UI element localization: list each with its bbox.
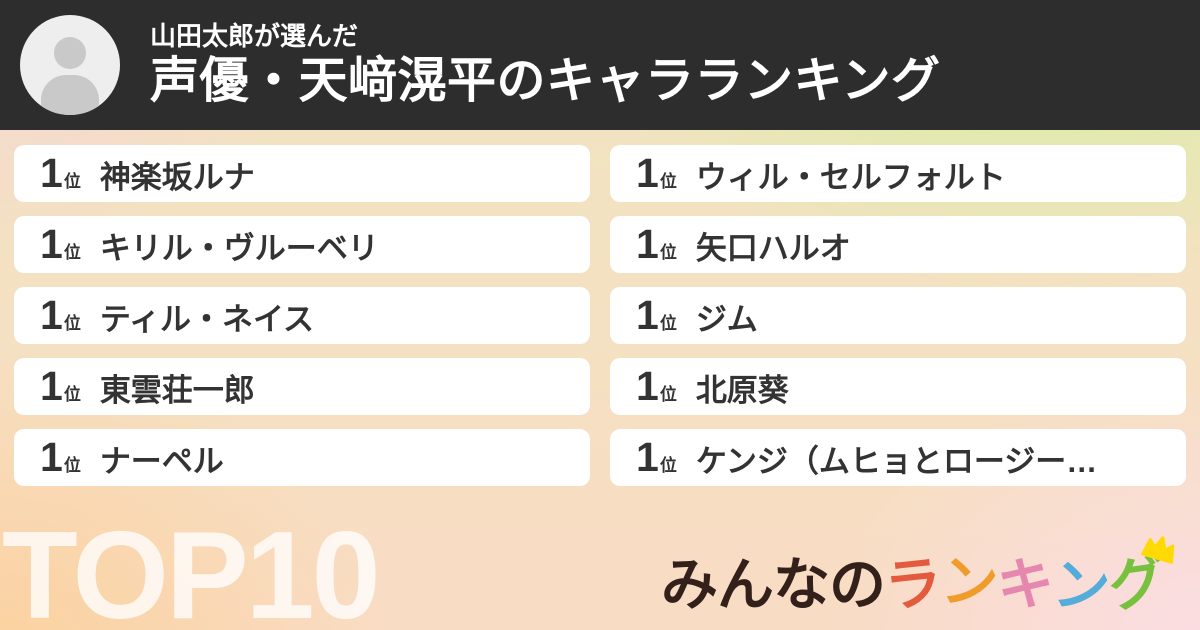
minna-no-ranking-logo: みんなのランキング <box>661 536 1175 621</box>
character-name: ウィル・セルフォルト <box>695 160 1006 195</box>
logo-char: グ <box>1104 548 1169 620</box>
character-name: ケンジ（ムヒョとロージー… <box>695 444 1098 479</box>
header-text: 山田太郎が選んだ 声優・天﨑滉平のキャラランキング <box>150 20 941 109</box>
header: 山田太郎が選んだ 声優・天﨑滉平のキャラランキング <box>0 0 1200 130</box>
logo-char: ン <box>1050 552 1112 622</box>
character-name: ティル・ネイス <box>99 302 315 337</box>
character-name: ナーペル <box>99 444 224 479</box>
ranking-title: 声優・天﨑滉平のキャラランキング <box>150 53 941 108</box>
ranking-author-subtitle: 山田太郎が選んだ <box>150 20 359 51</box>
logo-char: ン <box>939 549 1000 617</box>
character-name: 東雲荘一郎 <box>99 373 255 408</box>
logo-char: ラ <box>881 550 945 620</box>
character-name: 神楽坂ルナ <box>99 160 255 195</box>
crown-icon <box>1141 536 1175 564</box>
character-name: キリル・ヴルーベリ <box>99 231 379 266</box>
logo-prefix: みんなの <box>661 553 886 617</box>
character-name: ジム <box>695 302 758 337</box>
person-icon <box>20 15 120 115</box>
top10-watermark: TOP10 <box>2 507 381 630</box>
character-name: 矢口ハルオ <box>695 231 851 266</box>
character-name: 北原葵 <box>695 373 789 408</box>
logo-char: キ <box>994 551 1056 619</box>
